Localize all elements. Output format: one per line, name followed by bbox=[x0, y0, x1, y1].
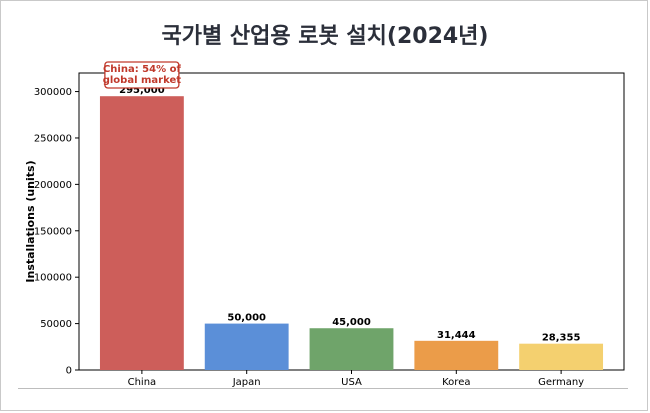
x-tick-label: Korea bbox=[442, 377, 470, 388]
y-tick-label: 150000 bbox=[34, 226, 72, 237]
bar-china bbox=[99, 96, 184, 370]
annotation-box bbox=[104, 61, 180, 89]
x-ticks: China Japan USA Korea Germany bbox=[128, 370, 584, 388]
bar-korea bbox=[414, 340, 499, 370]
y-tick-label: 250000 bbox=[34, 133, 72, 144]
data-label: 28,355 bbox=[542, 333, 581, 344]
x-tick-label: USA bbox=[341, 377, 362, 388]
x-tick-label: Germany bbox=[538, 377, 584, 388]
x-tick-label: China bbox=[128, 377, 157, 388]
y-ticks: 0 50000 100000 150000 200000 250000 300000 bbox=[34, 87, 79, 377]
bars bbox=[99, 96, 604, 370]
data-label: 50,000 bbox=[227, 313, 266, 324]
y-axis-label: Installations (units) bbox=[24, 160, 37, 282]
chart-title: 국가별 산업용 로봇 설치(2024년) bbox=[161, 24, 489, 49]
bar-japan bbox=[204, 323, 289, 370]
bar-usa bbox=[309, 328, 394, 370]
data-labels: 295,000 50,000 45,000 31,444 28,355 bbox=[119, 85, 580, 343]
y-tick-label: 50000 bbox=[40, 319, 72, 330]
data-label: 45,000 bbox=[332, 317, 371, 328]
data-label: 295,000 bbox=[119, 85, 165, 96]
data-label: 31,444 bbox=[437, 330, 476, 341]
annotation-text: China: 54% of bbox=[103, 64, 182, 75]
y-tick-label: 0 bbox=[66, 366, 72, 377]
y-tick-label: 300000 bbox=[34, 87, 72, 98]
y-tick-label: 200000 bbox=[34, 180, 72, 191]
bottom-divider bbox=[18, 388, 628, 389]
bar-germany bbox=[519, 343, 604, 370]
y-tick-label: 100000 bbox=[34, 273, 72, 284]
x-tick-label: Japan bbox=[232, 377, 261, 388]
annotation-text: global market bbox=[103, 75, 182, 86]
